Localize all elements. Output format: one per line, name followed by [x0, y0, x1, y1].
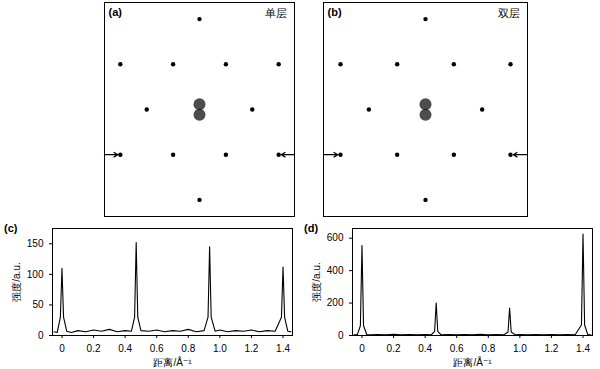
svg-text:1.4: 1.4: [576, 343, 590, 354]
svg-text:双层: 双层: [498, 7, 520, 19]
svg-text:0.4: 0.4: [418, 343, 432, 354]
svg-text:距离/Å⁻¹: 距离/Å⁻¹: [153, 356, 192, 368]
svg-text:(b): (b): [328, 6, 342, 18]
svg-text:单层: 单层: [265, 7, 287, 19]
svg-text:1.2: 1.2: [244, 343, 258, 354]
svg-text:0.6: 0.6: [450, 343, 464, 354]
svg-text:1.4: 1.4: [276, 343, 290, 354]
svg-text:0: 0: [38, 330, 44, 341]
svg-text:1.2: 1.2: [544, 343, 558, 354]
html-text:(c): (c): [4, 222, 18, 234]
svg-text:1.0: 1.0: [513, 343, 527, 354]
svg-text:0.2: 0.2: [387, 343, 401, 354]
svg-text:150: 150: [27, 238, 44, 249]
svg-text:400: 400: [327, 265, 344, 276]
svg-text:0: 0: [359, 343, 365, 354]
svg-text:0.2: 0.2: [87, 343, 101, 354]
svg-text:1.0: 1.0: [213, 343, 227, 354]
svg-text:强度/a.u.: 强度/a.u.: [311, 262, 322, 301]
svg-text:(a): (a): [109, 6, 123, 18]
svg-text:600: 600: [327, 232, 344, 243]
svg-text:0.6: 0.6: [150, 343, 164, 354]
svg-text:0.8: 0.8: [181, 343, 195, 354]
svg-text:0.4: 0.4: [118, 343, 132, 354]
html-text:(d): (d): [304, 222, 318, 234]
svg-text:50: 50: [32, 299, 44, 310]
svg-text:0.8: 0.8: [481, 343, 495, 354]
svg-text:200: 200: [327, 297, 344, 308]
svg-text:0: 0: [59, 343, 65, 354]
svg-text:0: 0: [338, 330, 344, 341]
svg-text:距离/Å⁻¹: 距离/Å⁻¹: [453, 356, 492, 368]
svg-text:100: 100: [27, 269, 44, 280]
svg-text:强度/a.u.: 强度/a.u.: [11, 262, 22, 301]
